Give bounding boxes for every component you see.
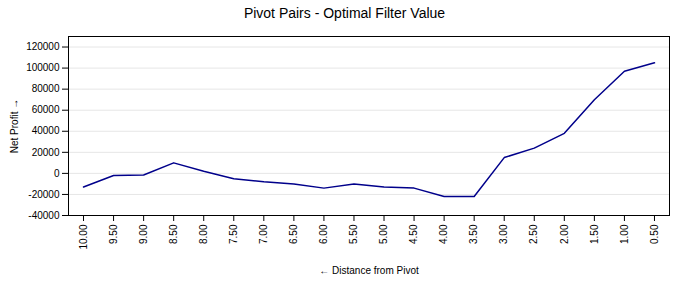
svg-text:8.00: 8.00: [198, 224, 209, 244]
svg-text:1.00: 1.00: [619, 224, 630, 244]
svg-text:10.00: 10.00: [78, 224, 89, 249]
svg-text:20000: 20000: [32, 147, 60, 158]
svg-text:← Distance from Pivot: ← Distance from Pivot: [319, 265, 419, 276]
svg-text:-40000: -40000: [28, 210, 60, 221]
svg-text:80000: 80000: [32, 83, 60, 94]
html-text:Pivot Pairs - Optimal Filter V: Pivot Pairs - Optimal Filter Value: [243, 5, 446, 21]
svg-text:5.50: 5.50: [348, 224, 359, 244]
svg-text:3.50: 3.50: [468, 224, 479, 244]
svg-text:2.50: 2.50: [528, 224, 539, 244]
svg-text:9.00: 9.00: [138, 224, 149, 244]
svg-text:5.00: 5.00: [378, 224, 389, 244]
svg-text:Net Profit →: Net Profit →: [9, 99, 20, 153]
svg-text:1.50: 1.50: [589, 224, 600, 244]
svg-text:4.00: 4.00: [438, 224, 449, 244]
svg-text:60000: 60000: [32, 104, 60, 115]
svg-text:2.00: 2.00: [559, 224, 570, 244]
svg-text:120000: 120000: [26, 41, 60, 52]
svg-text:9.50: 9.50: [108, 224, 119, 244]
svg-text:7.00: 7.00: [258, 224, 269, 244]
svg-text:7.50: 7.50: [228, 224, 239, 244]
svg-text:100000: 100000: [26, 62, 60, 73]
svg-text:4.50: 4.50: [408, 224, 419, 244]
svg-text:0.50: 0.50: [649, 224, 660, 244]
svg-text:6.00: 6.00: [318, 224, 329, 244]
svg-text:0: 0: [54, 168, 60, 179]
svg-text:8.50: 8.50: [168, 224, 179, 244]
svg-text:3.00: 3.00: [498, 224, 509, 244]
svg-text:40000: 40000: [32, 125, 60, 136]
svg-text:6.50: 6.50: [288, 224, 299, 244]
svg-text:-20000: -20000: [28, 189, 60, 200]
